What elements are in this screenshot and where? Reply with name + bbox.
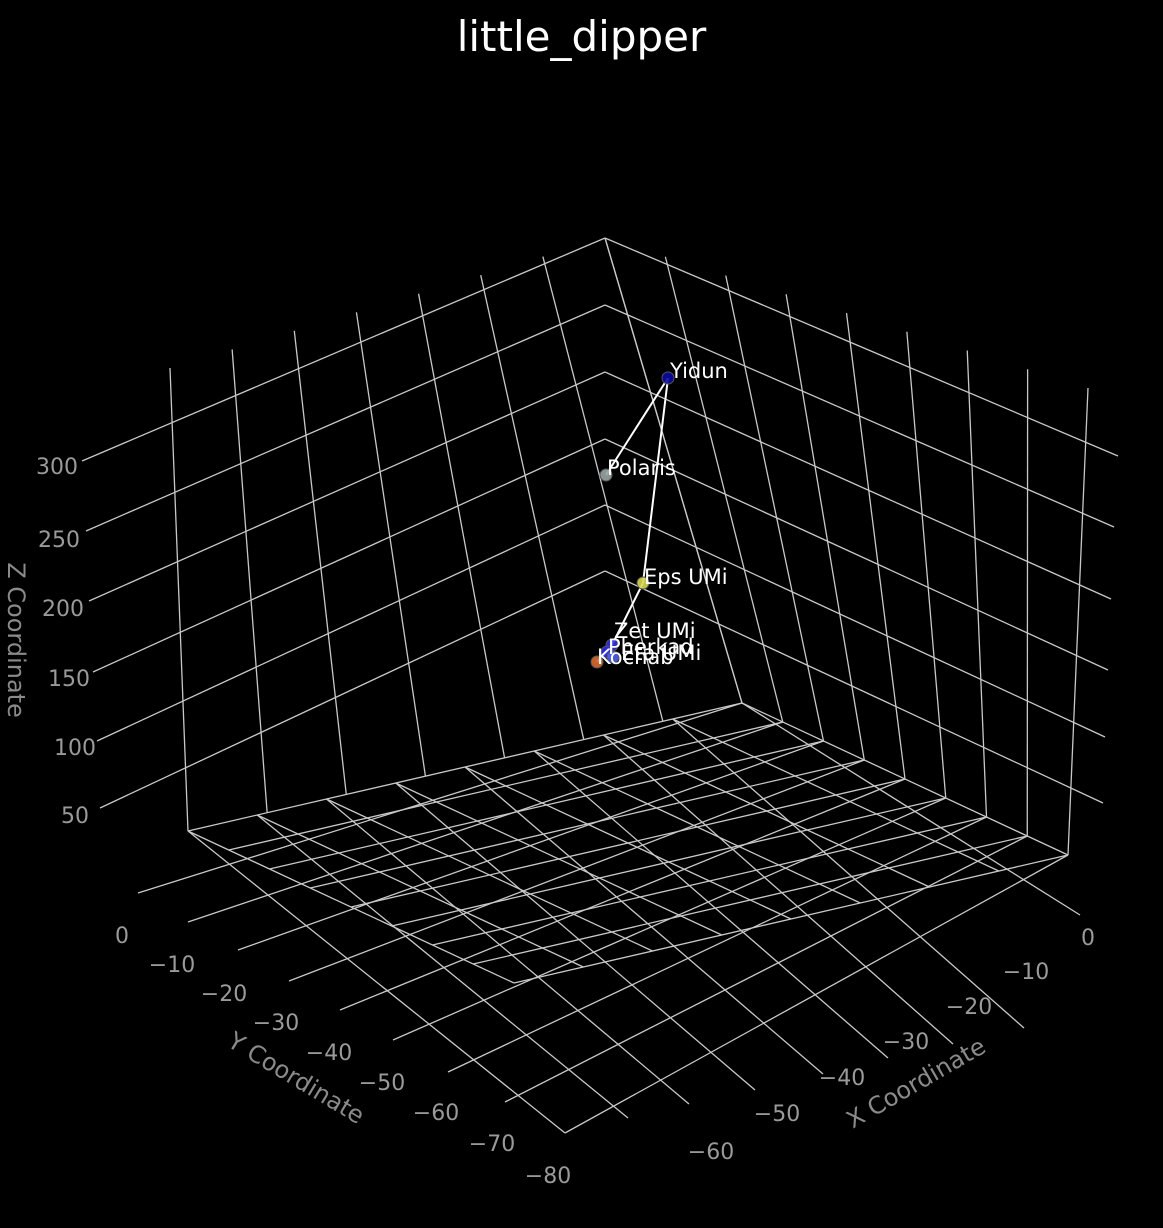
grid-line <box>447 816 987 1073</box>
star-point <box>636 576 650 590</box>
grid-line <box>288 759 865 982</box>
y-tick-label: −70 <box>469 1132 515 1157</box>
grid-line <box>533 750 889 1059</box>
star-point <box>599 468 613 482</box>
x-tick-label: −60 <box>688 1140 734 1165</box>
z-tick-label: 50 <box>61 804 89 829</box>
grid-line <box>269 740 824 870</box>
grid-line <box>504 835 1028 1103</box>
grid-line <box>464 766 824 1075</box>
grid-line <box>339 778 906 1011</box>
star-point <box>590 655 604 669</box>
grid-line <box>513 854 1069 984</box>
grid-line <box>603 734 954 1045</box>
grid-line <box>169 367 189 832</box>
grid-line <box>966 350 988 818</box>
star-label: Kochab <box>597 645 674 669</box>
grid-line <box>604 371 1112 600</box>
chart-title: little_dipper <box>456 12 707 61</box>
grid-line <box>1067 387 1089 856</box>
y-tick-label: −40 <box>306 1041 352 1066</box>
grid-line <box>237 740 824 951</box>
z-axis-label: Z Coordinate <box>2 562 30 718</box>
grid-line <box>604 438 1109 671</box>
x-tick-label: −40 <box>819 1066 865 1091</box>
grid-line <box>395 782 756 1091</box>
constellation-line <box>605 377 669 476</box>
grid-line <box>473 835 1028 965</box>
grid-line <box>725 275 825 742</box>
grid-line <box>417 293 506 758</box>
grid-line <box>228 721 783 851</box>
grid-line <box>85 304 606 532</box>
z-tick-label: 200 <box>42 597 84 622</box>
grid-line <box>564 854 1069 1134</box>
x-tick-label: −30 <box>883 1030 929 1055</box>
grid-line <box>231 349 268 813</box>
grid-line <box>604 304 1115 528</box>
y-tick-label: −50 <box>359 1071 405 1096</box>
grid-line <box>542 256 664 722</box>
grid-line <box>355 312 427 777</box>
grid-line <box>604 237 1119 457</box>
grid-line <box>88 371 606 602</box>
grid-line <box>391 797 946 927</box>
y-tick-label: −20 <box>201 982 247 1007</box>
star-label: Eta UMi <box>621 641 701 665</box>
star-point <box>606 650 620 664</box>
grid-line <box>350 778 906 908</box>
z-tick-label: 150 <box>48 667 90 692</box>
star-label: Pherkad <box>608 635 694 659</box>
grid-line <box>785 294 865 761</box>
x-tick-label: −50 <box>754 1102 800 1127</box>
star-point <box>661 371 675 385</box>
z-tick-label: 250 <box>38 528 80 553</box>
y-tick-label: 0 <box>115 924 129 949</box>
grid-line <box>187 721 783 923</box>
z-tick-label: 100 <box>54 736 96 761</box>
z-tick-label: 300 <box>36 455 78 480</box>
constellation-line <box>611 582 644 646</box>
grid-line <box>310 759 865 889</box>
constellation-line <box>642 377 669 584</box>
grid-line <box>845 312 906 780</box>
y-tick-label: −30 <box>253 1011 299 1036</box>
grid-line <box>480 275 585 740</box>
grid-line <box>92 438 606 673</box>
grid-line <box>672 718 1025 1029</box>
star-label: Yidun <box>669 359 728 383</box>
grid-line <box>392 797 947 1041</box>
grid-line <box>187 830 566 1134</box>
grid-line <box>741 702 1081 916</box>
grid-line <box>604 504 1106 738</box>
grid-line <box>81 237 606 462</box>
x-tick-label: −10 <box>1003 960 1049 985</box>
star-label: Zet UMi <box>614 619 696 643</box>
grid-line <box>432 816 987 946</box>
x-tick-label: 0 <box>1081 926 1095 951</box>
star-label: Polaris <box>607 456 676 480</box>
y-tick-label: −80 <box>525 1164 571 1189</box>
grid-line <box>906 331 947 799</box>
y-tick-label: −10 <box>149 953 195 978</box>
grid-line <box>256 814 629 1119</box>
grid-line <box>326 798 690 1105</box>
grid-line <box>99 570 606 809</box>
grid-line <box>137 702 743 894</box>
x-tick-label: −20 <box>946 995 992 1020</box>
star-label: Eps UMi <box>644 565 728 589</box>
y-tick-label: −60 <box>413 1101 459 1126</box>
grid-line <box>293 330 347 795</box>
grid-line <box>96 504 606 742</box>
grid-line <box>604 570 1104 804</box>
